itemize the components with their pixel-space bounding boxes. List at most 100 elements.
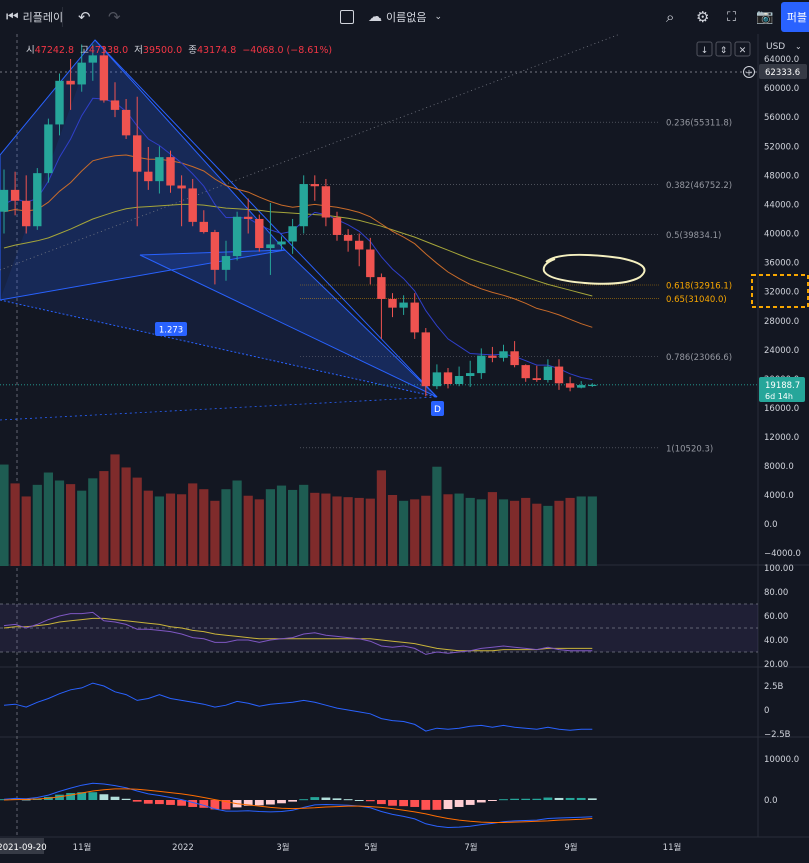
candle-body bbox=[0, 189, 9, 212]
countdown-label: 6d 14h bbox=[765, 392, 793, 401]
volume-bar bbox=[177, 494, 187, 566]
volume-bar bbox=[243, 495, 253, 566]
macd-histogram-bar bbox=[210, 800, 220, 810]
volume-bar bbox=[221, 489, 231, 566]
rsi-tick-label: 100.00 bbox=[764, 564, 794, 574]
volume-bar bbox=[410, 499, 420, 566]
candle-body bbox=[577, 385, 586, 388]
undo-icon[interactable]: ↶ bbox=[78, 8, 91, 26]
macd-histogram-bar bbox=[166, 800, 175, 805]
macd-histogram-bar bbox=[510, 798, 519, 800]
cloud-icon: ☁ bbox=[368, 9, 382, 25]
macd-histogram-bar bbox=[476, 800, 486, 803]
replay-button[interactable]: ⏮ 리플레이 bbox=[6, 0, 63, 34]
layout-checkbox[interactable] bbox=[340, 0, 354, 34]
macd-histogram-bar bbox=[587, 798, 597, 800]
macd-histogram-bar bbox=[454, 800, 464, 807]
macd-histogram-bar bbox=[321, 797, 331, 800]
volume-bar bbox=[376, 470, 386, 566]
candles bbox=[0, 44, 597, 397]
chart-background bbox=[0, 34, 809, 863]
candle-body bbox=[55, 80, 64, 125]
volume-bar bbox=[443, 494, 453, 566]
time-tick-label: 7월 bbox=[464, 842, 477, 853]
candle-body bbox=[499, 351, 508, 358]
candle-body bbox=[144, 171, 153, 182]
layout-name-button[interactable]: ☁ 이름없음 ⌄ bbox=[368, 0, 442, 34]
rsi-line bbox=[3, 611, 593, 655]
volume-bar bbox=[521, 497, 531, 566]
macd-histogram-bar bbox=[177, 800, 186, 806]
price-axis[interactable]: USD ⌄ 64000.0 60000.0 56000.0 52000.0 48000.… bbox=[743, 42, 808, 806]
candle-body bbox=[388, 298, 397, 308]
candle-body bbox=[221, 256, 231, 270]
volume-bar bbox=[154, 496, 164, 566]
candle-body bbox=[310, 184, 319, 187]
candle-body bbox=[199, 221, 208, 233]
volume-bar bbox=[32, 484, 42, 566]
candle-body bbox=[210, 232, 220, 270]
obv-tick-label: 2.5B bbox=[764, 682, 784, 692]
candle-body bbox=[521, 365, 530, 379]
volume-bar bbox=[54, 480, 65, 566]
macd-histogram-bar bbox=[299, 799, 309, 801]
volume-bar bbox=[132, 477, 142, 566]
redo-icon[interactable]: ↷ bbox=[108, 8, 121, 26]
candle-body bbox=[399, 302, 408, 308]
volume-bar bbox=[288, 489, 298, 566]
move-down-button[interactable] bbox=[696, 41, 713, 57]
candle-body bbox=[488, 355, 497, 358]
price-tick-label: 32000.0 bbox=[764, 288, 799, 298]
macd-histogram-bar bbox=[488, 800, 497, 801]
camera-icon[interactable]: 📷 bbox=[756, 9, 774, 25]
high-price-tag bbox=[759, 64, 807, 79]
macd-histogram-bar bbox=[55, 794, 64, 800]
macd-histogram-bar bbox=[521, 798, 531, 800]
rsi-tick-label: 60.00 bbox=[764, 612, 788, 622]
candle-body bbox=[588, 384, 597, 387]
chevron-down-icon[interactable]: ⌄ bbox=[795, 42, 802, 51]
candle-body bbox=[443, 372, 453, 385]
collapse-button[interactable] bbox=[715, 41, 732, 57]
arrow-down-icon: ↓ bbox=[701, 46, 709, 56]
macd-histogram-bar bbox=[377, 800, 386, 805]
candle-body bbox=[133, 135, 142, 172]
macd-histogram-bar bbox=[199, 800, 209, 808]
time-tick-label: 11월 bbox=[73, 842, 92, 853]
replay-icon: ⏮ bbox=[6, 9, 19, 25]
volume-bar bbox=[299, 484, 309, 566]
publish-button[interactable]: 퍼블 bbox=[781, 2, 809, 32]
macd-histogram-bar bbox=[288, 800, 297, 802]
gear-icon[interactable]: ⚙ bbox=[696, 8, 710, 26]
point-d-label: D bbox=[434, 405, 441, 415]
rsi-tick-label: 20.00 bbox=[764, 660, 788, 670]
close-icon: ✕ bbox=[739, 46, 747, 56]
chart-canvas[interactable]: 0.236(55311.8) 0.382(46752.2) 0.5(39834.1)… bbox=[0, 34, 809, 863]
top-toolbar: ⏮ 리플레이 ↶ ↷ ☁ 이름없음 ⌄ ⌕ ⚙ ⛶ 📷 퍼블 bbox=[0, 0, 809, 35]
candle-body bbox=[66, 80, 75, 85]
volume-bar bbox=[121, 467, 131, 566]
volume-bar bbox=[321, 493, 331, 566]
ma-long-line bbox=[3, 203, 593, 297]
candle-body bbox=[288, 226, 297, 242]
time-tick-label: 2022 bbox=[172, 843, 194, 853]
highlight-box bbox=[751, 274, 809, 308]
volume-bar bbox=[399, 500, 409, 566]
fib-levels: 0.236(55311.8) 0.382(46752.2) 0.5(39834.1)… bbox=[300, 119, 732, 454]
price-tick-label: 64000.0 bbox=[764, 55, 799, 65]
volume-bar bbox=[476, 499, 486, 566]
macd-histogram-bar bbox=[399, 800, 408, 807]
fib-label: 0.236(55311.8) bbox=[666, 119, 732, 129]
fib-label: 0.382(46752.2) bbox=[666, 181, 732, 191]
volume-bars bbox=[0, 454, 597, 566]
fullscreen-icon[interactable]: ⛶ bbox=[727, 9, 737, 25]
macd-histogram-bar bbox=[155, 800, 164, 805]
volume-bar bbox=[110, 454, 120, 566]
trend-line-dotted bbox=[0, 34, 621, 271]
close-pane-button[interactable] bbox=[734, 41, 751, 57]
rsi-tick-label: 40.00 bbox=[764, 636, 788, 646]
candle-body bbox=[343, 234, 353, 241]
search-icon[interactable]: ⌕ bbox=[666, 8, 675, 26]
volume-bar bbox=[532, 503, 542, 566]
macd-histogram-bar bbox=[465, 800, 475, 805]
